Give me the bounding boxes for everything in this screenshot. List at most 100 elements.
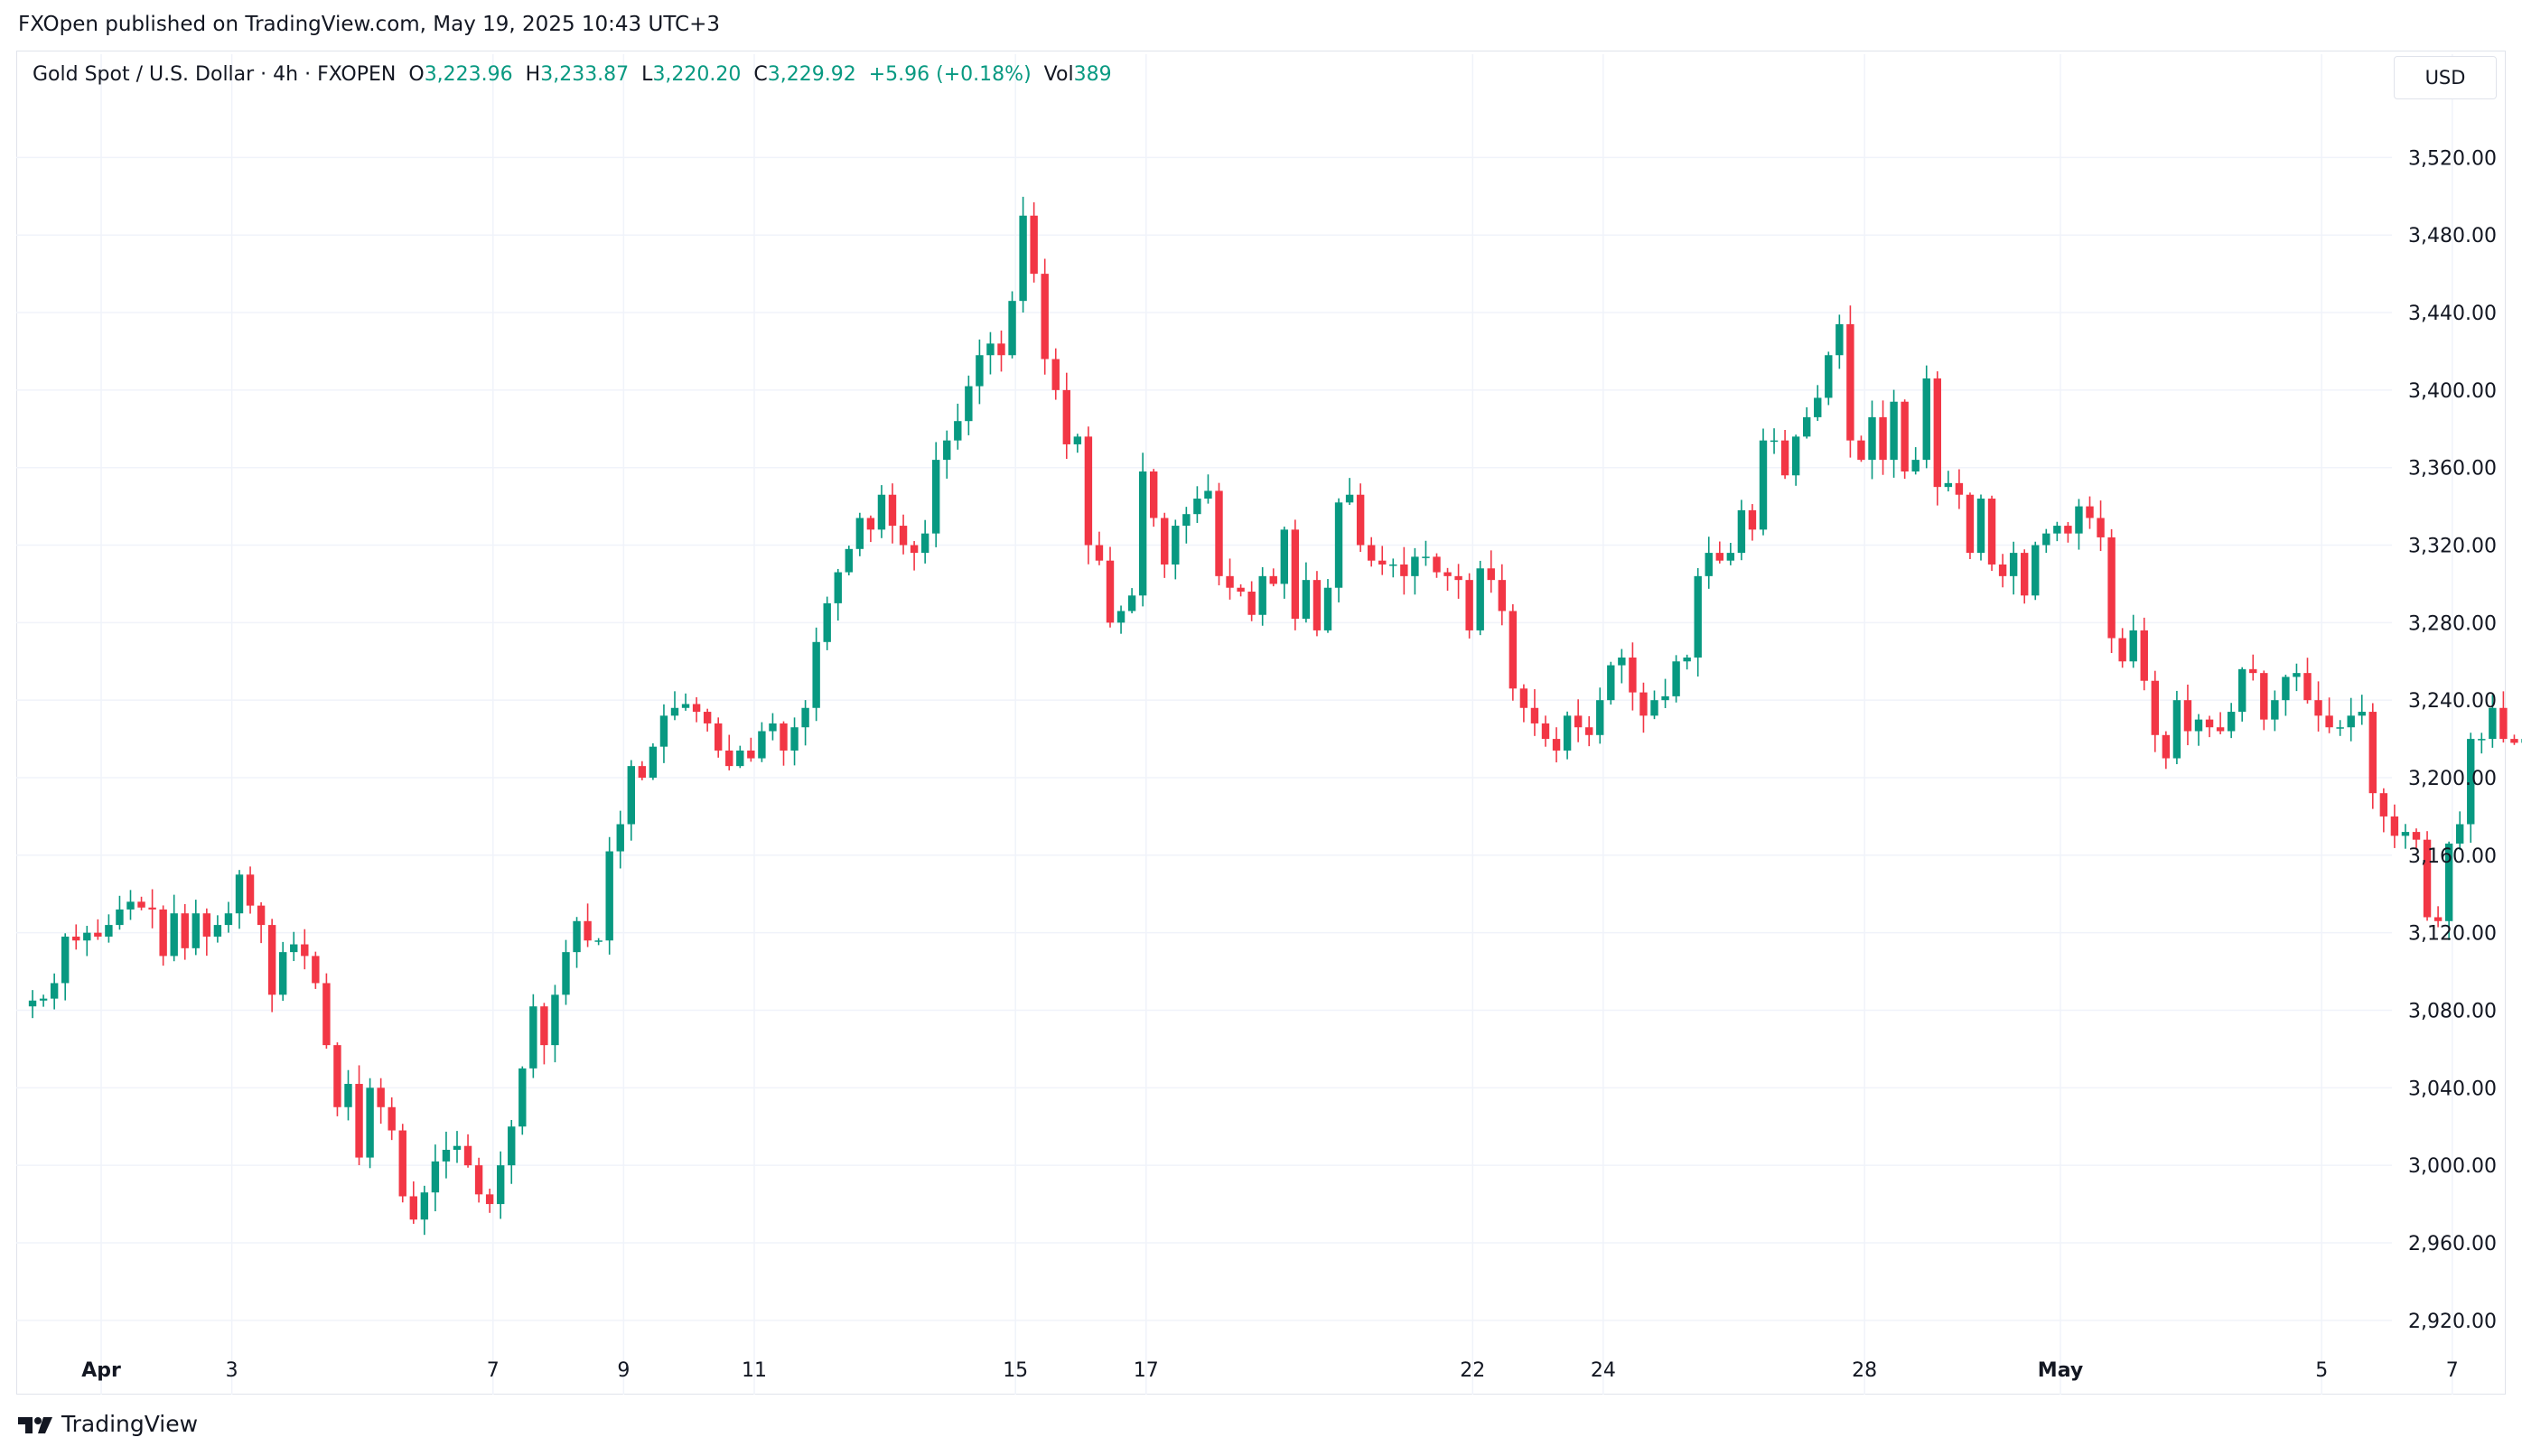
candle-up [1705,537,1713,589]
candle-down [747,737,755,762]
candle-down [148,889,156,929]
candle-up [855,512,864,556]
candle-up [1868,400,1876,480]
candle-up [1008,291,1016,359]
date-tick-label: 15 [1003,1359,1028,1382]
candle-down [1509,603,1518,701]
candle-down [1312,571,1322,637]
candle-down [1748,504,1757,541]
candle-up [1890,389,1898,478]
candle-up [573,917,581,968]
brand-name: TradingView [61,1411,199,1437]
candle-down [301,929,309,970]
candle-down [1879,400,1887,475]
candle-up [845,546,853,576]
candle-down [72,924,80,950]
date-tick-label: 5 [2315,1359,2328,1382]
candle-down [474,1157,483,1203]
candle-up [191,900,200,956]
candle-up [1204,474,1212,504]
candle-down [1215,482,1223,586]
candle-up [2227,703,2236,739]
candle-up [1172,519,1180,580]
candle-down [1062,372,1070,460]
candle-up [420,1185,429,1236]
candle-down [181,903,189,960]
candle-up [116,895,124,930]
candle-up [1922,365,1930,469]
candle-down [1041,258,1049,375]
candle-down [94,919,102,940]
candles [28,196,2522,1236]
candle-up [2271,690,2279,732]
candle-down [267,919,276,1013]
candle-down [2433,906,2443,928]
price-tick-label: 3,200.00 [2408,768,2497,790]
candle-up [1607,661,1615,705]
candle-down [703,708,712,732]
candle-up [1618,649,1626,684]
candle-up [2293,663,2301,692]
candle-up [344,1069,352,1121]
candle-up [213,915,222,943]
candle-down [2390,804,2399,848]
candle-down [159,905,167,966]
candle-down [540,1003,548,1065]
candle-up [2009,541,2018,595]
candle-down [1498,564,1506,626]
currency-selector[interactable]: USD [2394,56,2497,99]
candle-up [1280,527,1288,599]
candle-down [1237,583,1245,597]
candle-down [2205,715,2214,738]
candle-down [246,866,255,914]
price-tick-label: 3,000.00 [2408,1155,2497,1178]
candle-up [453,1131,462,1163]
candle-up [812,627,820,722]
candle-down [312,951,320,989]
candle-up [986,331,995,375]
price-tick-label: 2,960.00 [2408,1233,2497,1255]
candle-up [170,894,178,962]
candle-up [126,890,135,920]
candle-down [1356,483,1365,553]
open-value: 3,223.96 [424,63,513,86]
candle-up [2032,541,2040,601]
candle-down [398,1124,406,1203]
price-tick-label: 3,040.00 [2408,1078,2497,1100]
candle-down [1966,492,1975,559]
candle-up [801,700,809,746]
price-tick-label: 3,160.00 [2408,845,2497,868]
candle-down [322,973,331,1050]
candle-up [594,938,602,946]
candle-down [2183,684,2192,746]
candle-up [2282,674,2290,716]
date-tick-label: 7 [487,1359,500,1382]
candle-down [2499,691,2508,743]
candle-down [997,330,1005,372]
candle-up [1323,579,1332,633]
candle-down [1955,469,1964,509]
candle-up [508,1119,516,1184]
candle-up [1835,314,1844,369]
candle-up [1911,447,1920,475]
price-tick-label: 3,400.00 [2408,380,2497,403]
high-label: H [525,63,541,86]
candle-up [562,939,570,1005]
candle-up [605,836,613,955]
candle-down [485,1189,494,1213]
price-tick-label: 2,920.00 [2408,1311,2497,1333]
candle-up [877,485,886,538]
candle-down [2021,549,2029,604]
candle-up [1759,428,1768,536]
candle-up [1672,655,1680,703]
price-tick-label: 3,520.00 [2408,147,2497,170]
candle-down [1715,541,1723,564]
candle-down [1269,568,1277,587]
grid-lines [16,54,2453,1395]
candle-down [2325,697,2333,733]
candle-up [1563,711,1572,760]
candle-up [1389,558,1397,578]
candle-down [1901,399,1909,480]
